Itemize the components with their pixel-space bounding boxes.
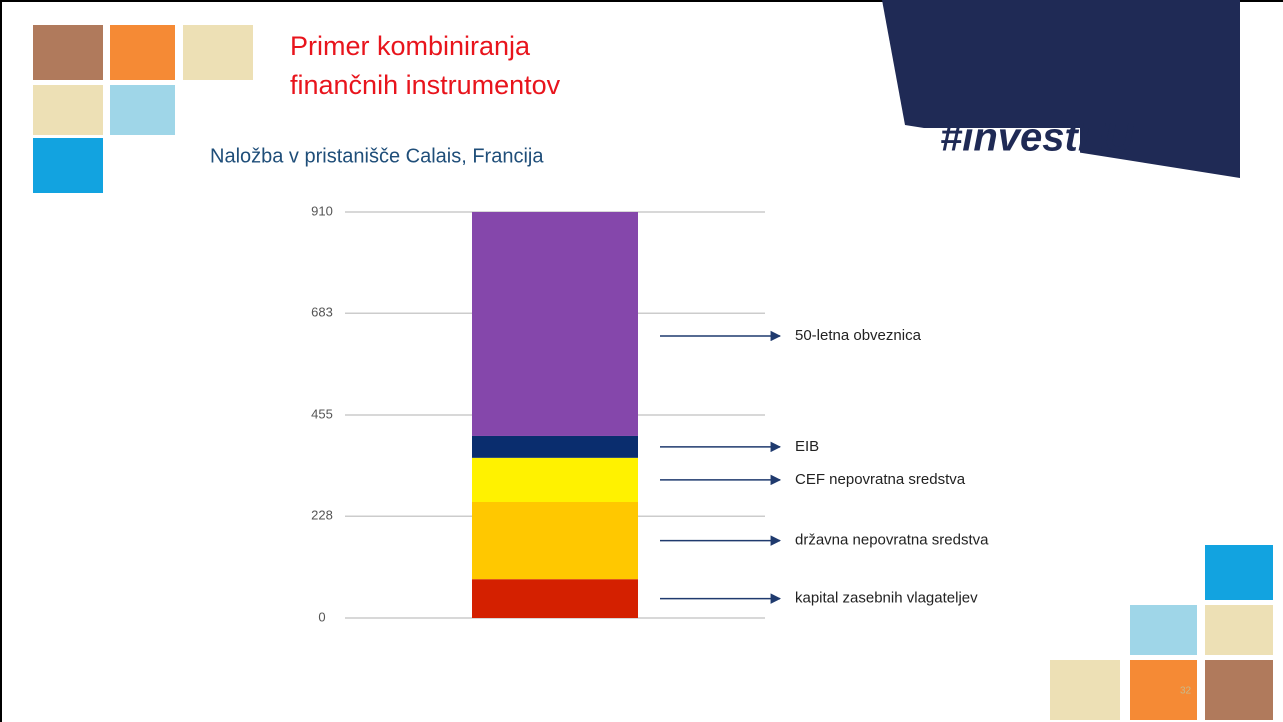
square — [33, 138, 103, 193]
y-tick-label: 0 — [318, 609, 325, 624]
bar-segment — [472, 502, 638, 580]
y-tick-label: 228 — [311, 508, 333, 523]
square — [1050, 660, 1120, 720]
square — [1205, 660, 1273, 720]
chart-title: Naložba v pristanišče Calais, Francija — [210, 145, 544, 167]
y-tick-label: 683 — [311, 305, 333, 320]
square — [1130, 660, 1197, 720]
slide-title: finančnih instrumentov — [290, 70, 561, 100]
y-tick-label: 455 — [311, 406, 333, 421]
square — [1205, 605, 1273, 655]
square — [183, 25, 253, 80]
square — [33, 85, 103, 135]
decor-squares — [33, 25, 1273, 720]
y-tick-label: 910 — [311, 203, 333, 218]
legend-label: državna nepovratna sredstva — [795, 532, 989, 549]
slide-title: Primer kombiniranja — [290, 31, 531, 61]
square — [1205, 545, 1273, 600]
square — [33, 25, 103, 80]
logo-text: #investEU — [940, 116, 1135, 160]
legend-label: kapital zasebnih vlagateljev — [795, 590, 978, 607]
page-number: 32 — [1180, 686, 1192, 697]
square — [110, 85, 175, 135]
logo-cover — [905, 128, 1080, 188]
legend-label: EIB — [795, 438, 819, 455]
bar-segment — [472, 435, 638, 458]
bar-segment — [472, 579, 638, 618]
square — [110, 25, 175, 80]
bar-segment — [472, 457, 638, 502]
bar-segment — [472, 212, 638, 436]
legend-label: CEF nepovratna sredstva — [795, 471, 966, 488]
legend-label: 50-letna obveznica — [795, 327, 922, 344]
square — [1130, 605, 1197, 655]
